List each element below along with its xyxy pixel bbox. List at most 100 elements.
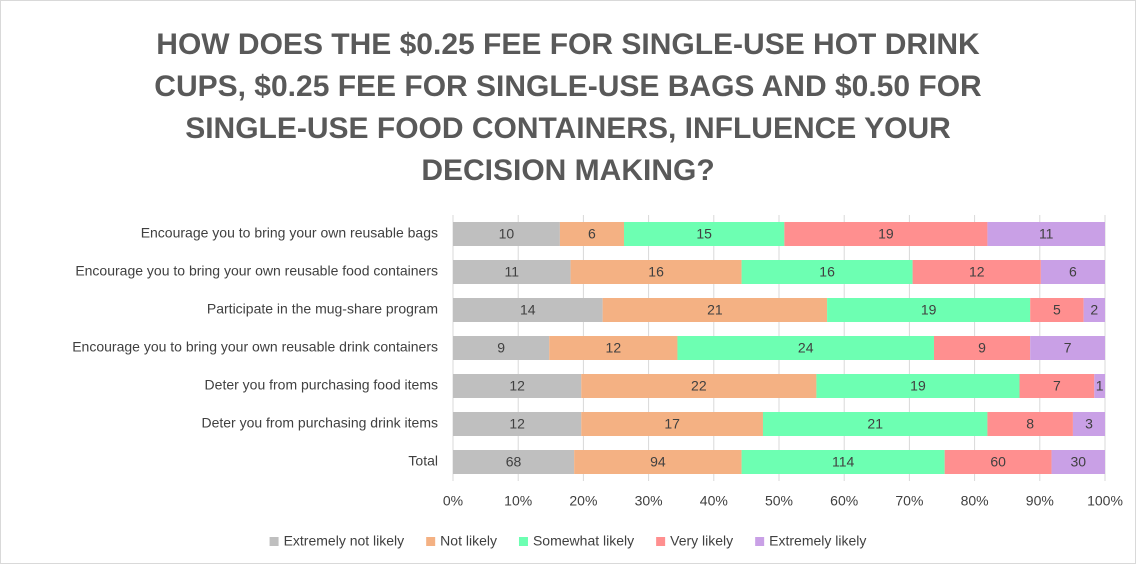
bar-segment [549, 336, 678, 360]
bar-segment [602, 298, 828, 322]
legend-swatch [755, 537, 765, 546]
legend-swatch [269, 537, 279, 546]
data-label: 7 [1064, 340, 1072, 356]
bar-segment [1030, 336, 1105, 360]
data-label: 5 [1053, 302, 1061, 318]
data-label: 12 [509, 416, 525, 432]
bar-segment [453, 336, 550, 360]
data-label: 12 [509, 378, 525, 394]
chart-title: HOW DOES THE $0.25 FEE FOR SINGLE-USE HO… [154, 28, 982, 187]
x-tick-label: 90% [1026, 493, 1054, 509]
bar-segment [453, 450, 575, 474]
bar-segment [624, 222, 785, 246]
data-label: 14 [520, 302, 536, 318]
data-label: 1 [1096, 378, 1104, 394]
bar-segment [574, 450, 742, 474]
bar-segment [784, 222, 988, 246]
data-label: 6 [588, 226, 596, 242]
y-tick-label: Participate in the mug-share program [207, 301, 438, 317]
legend-swatch [518, 537, 528, 546]
data-label: 19 [921, 302, 937, 318]
y-tick-label: Total [408, 453, 438, 469]
bar-segment [987, 412, 1073, 436]
y-tick-label: Deter you from purchasing drink items [201, 415, 438, 431]
legend-label: Not likely [440, 533, 497, 549]
legend-label: Extremely likely [769, 533, 866, 549]
data-label: 68 [506, 454, 522, 470]
x-tick-label: 10% [504, 493, 532, 509]
data-label: 22 [691, 378, 707, 394]
data-label: 21 [867, 416, 883, 432]
bar-segment [453, 298, 603, 322]
data-label: 9 [497, 340, 505, 356]
bar-segment [987, 222, 1105, 246]
bar-segment [570, 260, 742, 284]
data-label: 17 [664, 416, 680, 432]
bar-segment [741, 450, 945, 474]
data-label: 16 [819, 264, 835, 280]
data-label: 60 [990, 454, 1006, 470]
y-tick-label: Encourage you to bring your own reusable… [72, 339, 438, 355]
bar-segment [559, 222, 625, 246]
bar-segment [453, 374, 582, 398]
data-label: 3 [1085, 416, 1093, 432]
data-label: 21 [707, 302, 723, 318]
data-label: 10 [499, 226, 515, 242]
data-label: 16 [648, 264, 664, 280]
bar-segment [1019, 374, 1095, 398]
bar-segment [816, 374, 1020, 398]
data-label: 11 [1039, 226, 1054, 242]
y-tick-label: Encourage you to bring your own reusable… [75, 263, 438, 279]
data-label: 19 [910, 378, 926, 394]
x-tick-label: 60% [830, 493, 858, 509]
x-tick-label: 20% [569, 493, 597, 509]
bar-segment [677, 336, 934, 360]
data-label: 6 [1069, 264, 1077, 280]
bar-segment [453, 222, 560, 246]
x-tick-label: 40% [700, 493, 728, 509]
data-label: 24 [798, 340, 814, 356]
data-label: 11 [505, 264, 520, 280]
legend-label: Very likely [670, 533, 733, 549]
data-label: 9 [978, 340, 986, 356]
bar-segment [1072, 412, 1105, 436]
y-tick-label: Deter you from purchasing food items [205, 377, 438, 393]
bar-segment [762, 412, 988, 436]
bar-segment [453, 260, 571, 284]
bar-segment [1030, 298, 1084, 322]
x-tick-label: 0% [443, 493, 463, 509]
bar-segment [1051, 450, 1105, 474]
bar-segment [933, 336, 1031, 360]
bar-segment [741, 260, 913, 284]
x-tick-label: 50% [765, 493, 793, 509]
bar-segment [912, 260, 1041, 284]
data-label: 19 [878, 226, 894, 242]
x-tick-label: 30% [635, 493, 663, 509]
bar-segment [944, 450, 1052, 474]
data-label: 30 [1070, 454, 1086, 470]
data-label: 12 [969, 264, 985, 280]
data-label: 8 [1026, 416, 1034, 432]
x-tick-label: 100% [1087, 493, 1123, 509]
legend-swatch [656, 537, 666, 546]
data-label: 7 [1053, 378, 1061, 394]
y-tick-label: Encourage you to bring your own reusable… [141, 225, 438, 241]
data-label: 114 [832, 454, 855, 470]
bar-segment [1094, 374, 1105, 398]
bar-segment [1040, 260, 1105, 284]
data-label: 94 [650, 454, 666, 470]
legend-label: Extremely not likely [284, 533, 405, 549]
bar-segment [827, 298, 1031, 322]
bar-segment [1083, 298, 1105, 322]
data-label: 12 [606, 340, 622, 356]
data-label: 2 [1090, 302, 1098, 318]
bar-segment [581, 374, 817, 398]
data-label: 15 [696, 226, 712, 242]
legend-label: Somewhat likely [533, 533, 634, 549]
x-tick-label: 80% [961, 493, 989, 509]
bar-segment [581, 412, 763, 436]
legend-swatch [426, 537, 436, 546]
x-tick-label: 70% [895, 493, 923, 509]
